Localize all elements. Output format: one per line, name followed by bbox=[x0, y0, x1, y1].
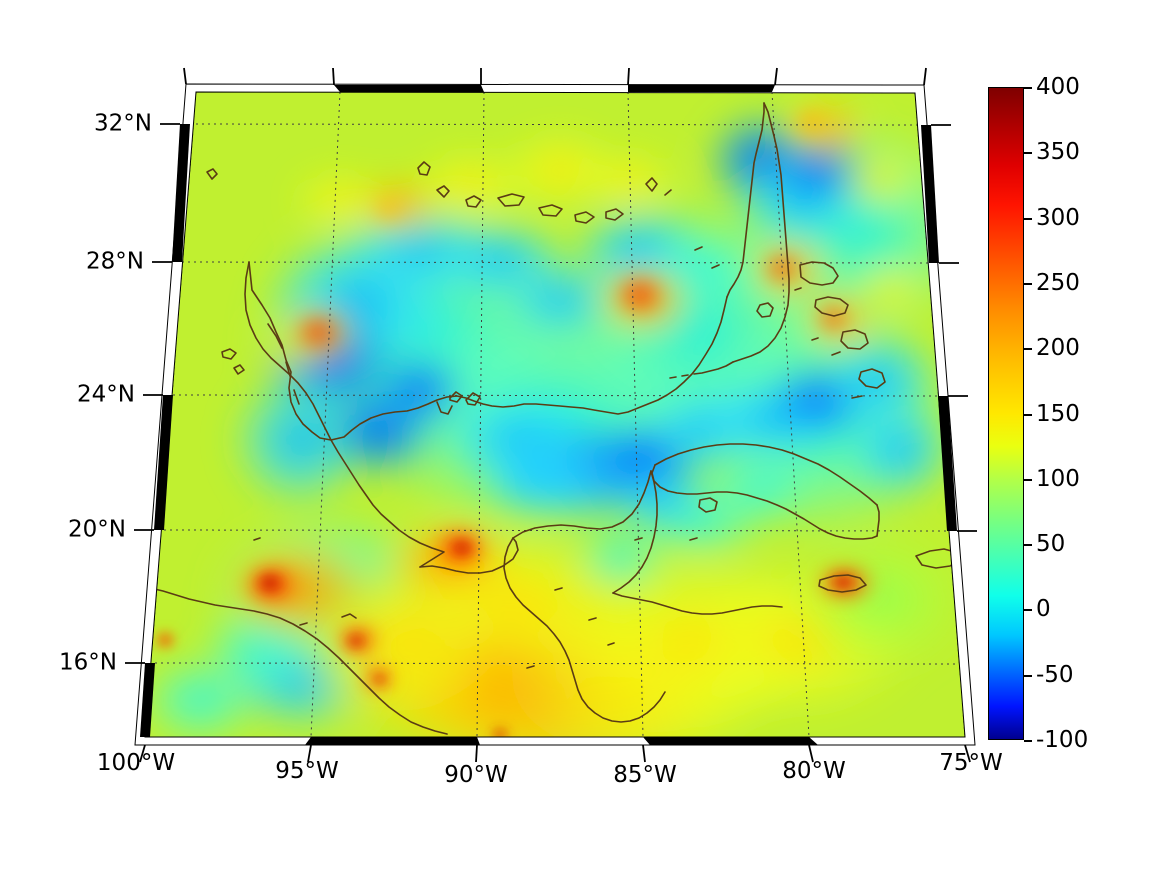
graticule bbox=[145, 92, 965, 737]
colorbar-tick-150 bbox=[1024, 413, 1032, 416]
lon-tick-label-80W: 80°W bbox=[782, 758, 846, 784]
colorbar-tick-200 bbox=[1024, 348, 1032, 351]
lon-tick-label-90W: 90°W bbox=[444, 762, 508, 788]
colorbar-tick-400 bbox=[1024, 87, 1032, 89]
colorbar-label-350: 350 bbox=[1036, 139, 1080, 166]
colorbar[interactable]: 400 350 300 250 200 150 100 50 0 -50 -10… bbox=[988, 74, 1088, 753]
colorbar-label-neg50: -50 bbox=[1036, 661, 1074, 688]
colorbar-label-100: 100 bbox=[1036, 465, 1080, 492]
colorbar-label-50: 50 bbox=[1036, 531, 1066, 558]
colorbar-label-400: 400 bbox=[1036, 74, 1080, 100]
colorbar-label-200: 200 bbox=[1036, 335, 1080, 362]
map-frame bbox=[125, 67, 977, 763]
colorbar-tick-100 bbox=[1024, 478, 1032, 481]
lat-tick-label-28N: 28°N bbox=[86, 248, 144, 275]
lat-tick-label-32N: 32°N bbox=[94, 110, 152, 137]
lon-tick-label-95W: 95°W bbox=[275, 758, 339, 784]
colorbar-tick-350 bbox=[1024, 152, 1032, 155]
colorbar-tick-0 bbox=[1024, 609, 1032, 612]
colorbar-label-300: 300 bbox=[1036, 204, 1080, 231]
colorbar-label-0: 0 bbox=[1036, 596, 1051, 623]
colorbar-tick-300 bbox=[1024, 217, 1032, 220]
colorbar-label-150: 150 bbox=[1036, 400, 1080, 427]
lon-tick-label-85W: 85°W bbox=[613, 762, 677, 788]
coastlines bbox=[149, 102, 961, 735]
colorbar-gradient bbox=[988, 87, 1024, 740]
colorbar-label-neg100: -100 bbox=[1036, 727, 1089, 753]
lat-tick-label-20N: 20°N bbox=[68, 516, 126, 543]
colorbar-tick-50 bbox=[1024, 544, 1032, 547]
lon-tick-label-75W: 75°W bbox=[939, 750, 1003, 776]
scalar-field bbox=[145, 92, 965, 737]
lat-tick-label-24N: 24°N bbox=[77, 381, 135, 408]
colorbar-tick-neg50 bbox=[1024, 674, 1032, 677]
lat-tick-label-16N: 16°N bbox=[59, 649, 117, 676]
lon-tick-label-100W: 100°W bbox=[96, 750, 176, 776]
colorbar-tick-neg100 bbox=[1024, 740, 1032, 742]
colorbar-tick-250 bbox=[1024, 282, 1032, 285]
colorbar-label-250: 250 bbox=[1036, 269, 1080, 296]
